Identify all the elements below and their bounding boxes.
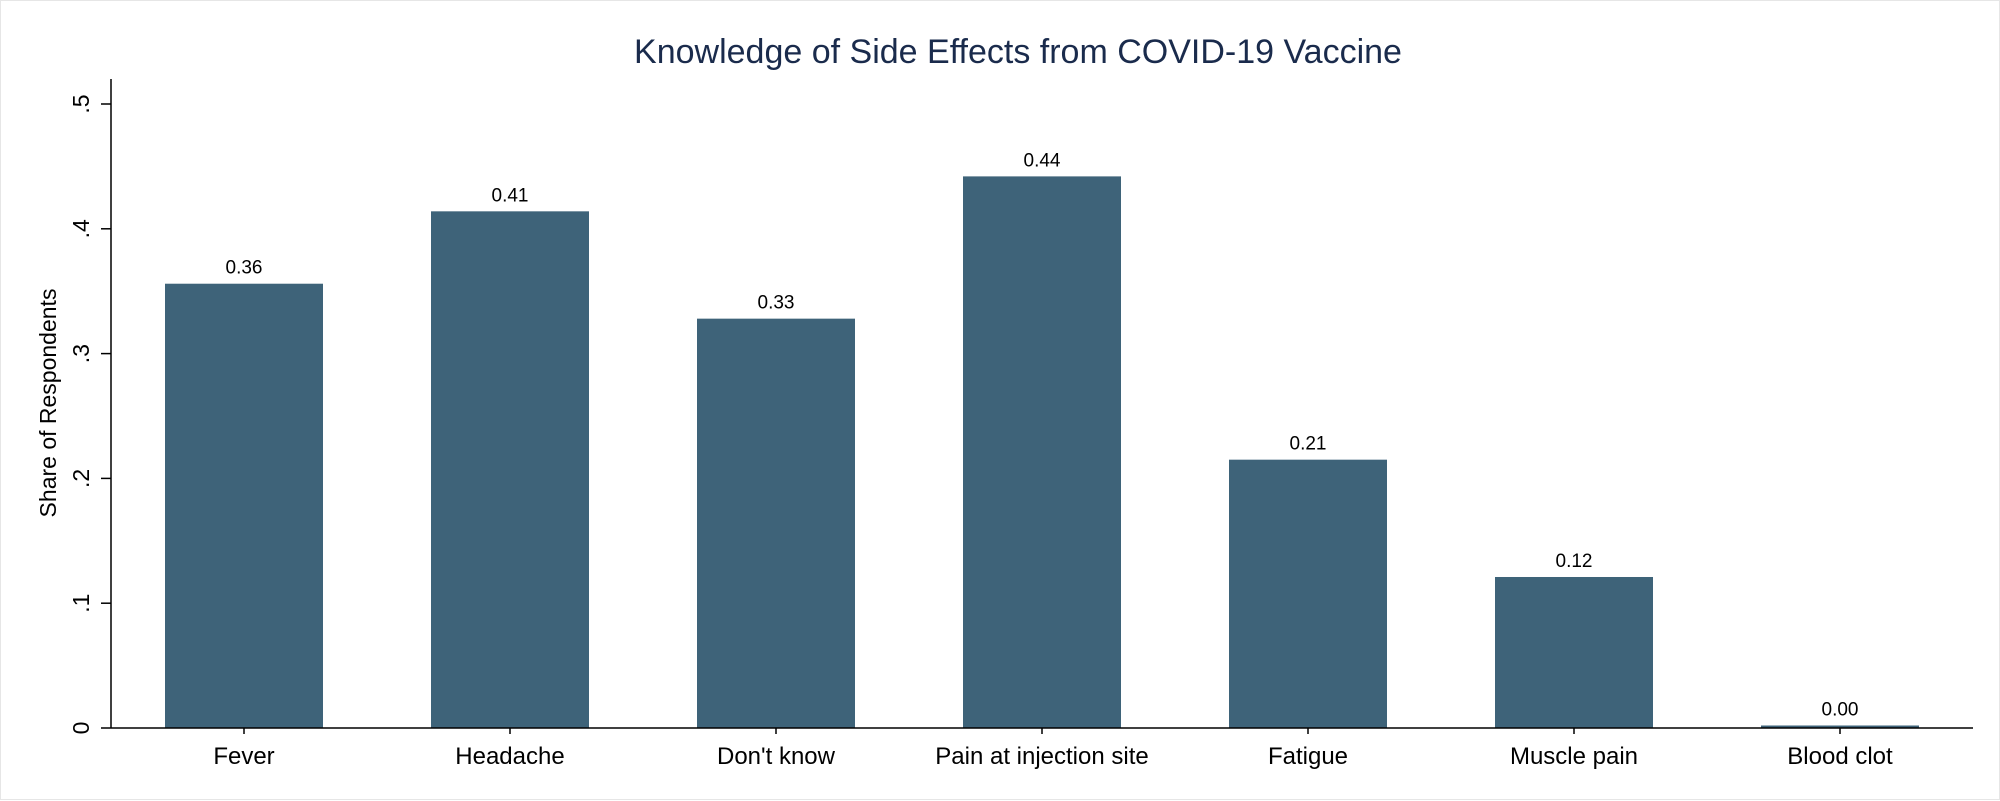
bar-value-label: 0.41: [492, 185, 529, 206]
bar: [1761, 725, 1919, 728]
bar: [1495, 576, 1653, 728]
bar-value-label: 0.33: [758, 293, 795, 314]
y-axis-label: Share of Respondents: [35, 289, 61, 518]
x-tick-label: Fever: [213, 743, 274, 770]
y-tick-label: .5: [68, 94, 94, 113]
bar-value-label: 0.44: [1024, 150, 1061, 171]
bar: [431, 211, 589, 728]
x-tick-label: Blood clot: [1787, 743, 1893, 770]
plot-area: 0 .1 .2 .3 .4 .5 0.36 Fever 0.41 Headache 0.33 Don'…: [68, 94, 1919, 770]
x-tick-label: Pain at injection site: [935, 743, 1148, 770]
x-tick-label: Don't know: [717, 743, 836, 770]
y-tick-label: .4: [68, 219, 94, 238]
bar-value-label: 0.21: [1290, 434, 1327, 455]
bar-value-label: 0.36: [226, 258, 263, 279]
bar: [697, 318, 855, 728]
bar-value-label: 0.12: [1556, 551, 1593, 572]
y-tick-label: 0: [68, 722, 94, 735]
x-tick-label: Headache: [455, 743, 564, 770]
bar: [1229, 459, 1387, 728]
y-tick-label: .3: [68, 344, 94, 363]
x-tick-label: Muscle pain: [1510, 743, 1638, 770]
x-tick-label: Fatigue: [1268, 743, 1348, 770]
bar: [963, 176, 1121, 728]
bar: [165, 283, 323, 728]
chart-title: Knowledge of Side Effects from COVID-19 …: [634, 33, 1402, 71]
y-tick-label: .2: [68, 469, 94, 488]
y-tick-label: .1: [68, 594, 94, 613]
bar-value-label: 0.00: [1822, 700, 1859, 721]
